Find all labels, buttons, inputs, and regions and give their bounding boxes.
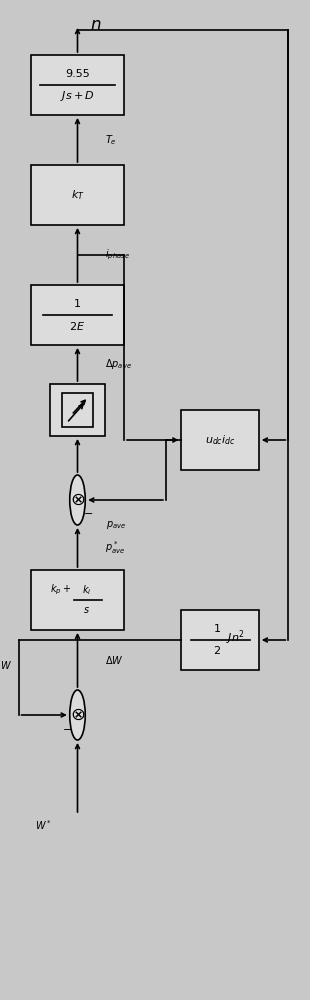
Text: $Jn^2$: $Jn^2$ <box>226 629 245 647</box>
FancyBboxPatch shape <box>181 610 259 670</box>
Text: $\Delta p_{ave}$: $\Delta p_{ave}$ <box>105 357 132 371</box>
Circle shape <box>70 475 85 525</box>
Text: 1: 1 <box>74 299 81 309</box>
FancyBboxPatch shape <box>31 55 124 115</box>
FancyBboxPatch shape <box>50 384 105 436</box>
Circle shape <box>70 690 85 740</box>
Text: $p^*_{ave}$: $p^*_{ave}$ <box>105 539 126 556</box>
Text: $n$: $n$ <box>91 16 102 34</box>
Text: $k_i$: $k_i$ <box>82 583 91 597</box>
Text: $W^*$: $W^*$ <box>35 818 52 832</box>
FancyBboxPatch shape <box>31 165 124 225</box>
FancyBboxPatch shape <box>62 393 93 427</box>
Text: $u_{dc}i_{dc}$: $u_{dc}i_{dc}$ <box>205 433 236 447</box>
Text: $i_{phase}$: $i_{phase}$ <box>105 248 131 262</box>
Text: $k_p +$: $k_p +$ <box>50 583 71 597</box>
Text: 9.55: 9.55 <box>65 69 90 79</box>
Text: $\otimes$: $\otimes$ <box>70 706 85 724</box>
Text: $-$: $-$ <box>82 508 93 518</box>
FancyBboxPatch shape <box>181 410 259 470</box>
FancyBboxPatch shape <box>31 570 124 630</box>
Text: $s$: $s$ <box>83 605 90 615</box>
Text: $-$: $-$ <box>62 722 73 732</box>
Text: $\Delta W$: $\Delta W$ <box>105 654 124 666</box>
Text: $Js+D$: $Js+D$ <box>60 89 95 103</box>
Text: $k_T$: $k_T$ <box>71 188 84 202</box>
FancyBboxPatch shape <box>31 285 124 345</box>
Text: $\otimes$: $\otimes$ <box>70 491 85 509</box>
Text: $T_e$: $T_e$ <box>105 133 117 147</box>
Text: $p_{ave}$: $p_{ave}$ <box>106 519 126 531</box>
Text: 2: 2 <box>214 646 220 656</box>
Text: 2$E$: 2$E$ <box>69 320 86 332</box>
Text: 1: 1 <box>214 624 220 634</box>
Text: $W$: $W$ <box>0 659 12 671</box>
